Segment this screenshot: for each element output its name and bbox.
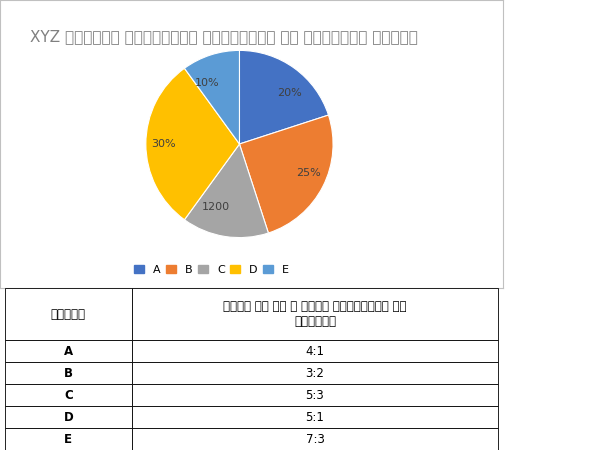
Wedge shape (146, 68, 239, 220)
Legend: A, B, C, D, E: A, B, C, D, E (130, 261, 293, 279)
Wedge shape (239, 115, 333, 233)
Wedge shape (239, 50, 328, 144)
Text: 1200: 1200 (201, 202, 230, 212)
Text: 10%: 10% (195, 78, 220, 89)
Text: 20%: 20% (277, 87, 301, 98)
Text: XYZ द्वारा प्रकाशित पुस्तकों का प्रतिशत वितरण: XYZ द्वारा प्रकाशित पुस्तकों का प्रतिशत … (30, 29, 418, 44)
Text: 30%: 30% (151, 139, 176, 149)
Wedge shape (184, 144, 268, 238)
Text: 25%: 25% (296, 168, 321, 178)
Wedge shape (184, 50, 239, 144)
